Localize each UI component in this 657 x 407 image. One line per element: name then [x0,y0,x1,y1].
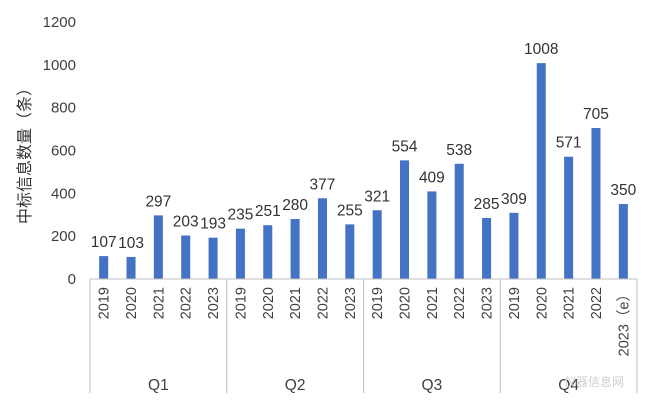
data-label: 203 [173,214,199,231]
x-tick-label: 2023 [206,287,222,319]
bar [126,256,136,279]
data-label: 285 [474,196,500,213]
bar [208,237,218,279]
x-tick-label: 2021 [425,287,441,319]
data-label: 377 [310,176,336,193]
bar [263,225,273,279]
y-tick-label: 800 [51,100,76,117]
bar [290,219,300,279]
data-label: 103 [118,235,144,252]
x-tick-label: 2023 [343,287,359,319]
data-label: 409 [419,169,445,186]
bar [235,228,245,279]
bar [153,215,163,279]
bar [345,224,355,279]
x-tick-label: 2020 [534,287,550,319]
y-tick-label: 1000 [43,57,76,74]
watermark: 仪器信息网 [564,374,624,389]
bar [591,128,601,279]
x-tick-label: 2020 [124,287,140,319]
data-label: 107 [91,234,117,251]
x-tick-label: 2020 [398,287,414,319]
y-tick-label: 1200 [43,14,76,31]
x-tick-label: 2023（e） [615,287,632,356]
data-label: 193 [200,216,226,233]
bars [99,63,628,280]
data-label: 321 [364,188,390,205]
y-axis-label: 中标信息数量（条） [15,80,34,224]
data-label: 554 [392,138,418,155]
bar [317,198,327,279]
x-tick-label: 2022 [452,287,468,319]
x-tick-label: 2019 [507,287,523,319]
x-tick-label: 2020 [261,287,277,319]
y-axis-ticks: 0 200 400 600 800 1000 1200 [43,14,76,288]
y-tick-label: 200 [51,228,76,245]
data-label: 235 [227,207,253,224]
group-label: Q1 [148,377,169,394]
x-tick-label: 2022 [179,287,195,319]
bar [536,63,546,280]
bar [181,235,191,279]
bar [482,217,492,279]
data-label: 350 [610,182,636,199]
group-label: Q4 [558,377,579,394]
bar [618,204,628,279]
data-label: 280 [282,197,308,214]
x-tick-label: 2022 [315,287,331,319]
x-tick-label: 2019 [97,287,113,319]
x-tick-label: 2021 [151,287,167,319]
bar [509,212,519,279]
group-label: Q3 [422,377,443,394]
bar [454,163,464,279]
x-axis: 2019 2020 2021 2022 2023 Q1 2019 2020 2021 2022 20… [89,278,638,394]
data-label: 255 [337,202,363,219]
data-label: 705 [583,106,609,123]
x-tick-label: 2021 [562,287,578,319]
bar [99,256,109,279]
data-label: 297 [145,193,171,210]
x-tick-label: 2019 [233,287,249,319]
data-label: 251 [255,203,281,220]
data-label: 1008 [524,41,558,58]
group-label: Q2 [285,377,306,394]
x-tick-label: 2023 [480,287,496,319]
x-tick-label: 2019 [370,287,386,319]
bar [400,160,410,279]
y-tick-label: 400 [51,185,76,202]
x-tick-label: 2022 [589,287,605,319]
data-label: 571 [556,135,582,152]
x-tick-label: 2021 [288,287,304,319]
data-label: 309 [501,191,527,208]
y-tick-label: 0 [68,271,76,288]
y-tick-label: 600 [51,143,76,160]
data-label: 538 [446,142,472,159]
bar [564,156,574,279]
bar [372,210,382,279]
bar [427,191,437,279]
